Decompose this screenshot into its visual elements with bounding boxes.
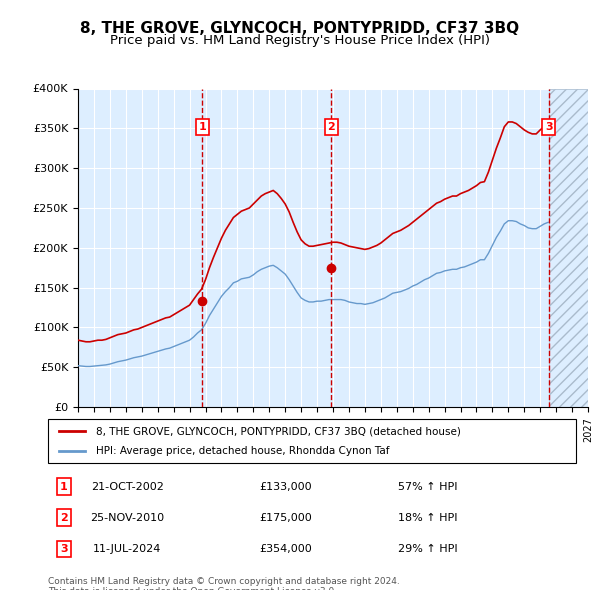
FancyBboxPatch shape [48,419,576,463]
Text: Price paid vs. HM Land Registry's House Price Index (HPI): Price paid vs. HM Land Registry's House … [110,34,490,47]
Text: 25-NOV-2010: 25-NOV-2010 [90,513,164,523]
Text: HPI: Average price, detached house, Rhondda Cynon Taf: HPI: Average price, detached house, Rhon… [95,446,389,455]
Text: 3: 3 [545,122,553,132]
Text: 3: 3 [60,544,68,554]
Text: 1: 1 [60,481,68,491]
Text: 2: 2 [328,122,335,132]
Text: 21-OCT-2002: 21-OCT-2002 [91,481,164,491]
Text: 11-JUL-2024: 11-JUL-2024 [93,544,161,554]
Text: 18% ↑ HPI: 18% ↑ HPI [398,513,458,523]
Text: 2: 2 [60,513,68,523]
Bar [548,88,588,407]
Text: 29% ↑ HPI: 29% ↑ HPI [398,544,458,554]
Text: £354,000: £354,000 [259,544,312,554]
Text: 8, THE GROVE, GLYNCOCH, PONTYPRIDD, CF37 3BQ (detached house): 8, THE GROVE, GLYNCOCH, PONTYPRIDD, CF37… [95,427,460,436]
Text: Contains HM Land Registry data © Crown copyright and database right 2024.
This d: Contains HM Land Registry data © Crown c… [48,577,400,590]
Text: 8, THE GROVE, GLYNCOCH, PONTYPRIDD, CF37 3BQ: 8, THE GROVE, GLYNCOCH, PONTYPRIDD, CF37… [80,21,520,35]
Text: 57% ↑ HPI: 57% ↑ HPI [398,481,458,491]
Text: £175,000: £175,000 [259,513,312,523]
Text: 1: 1 [199,122,206,132]
Bar [548,88,588,407]
Text: £133,000: £133,000 [259,481,312,491]
